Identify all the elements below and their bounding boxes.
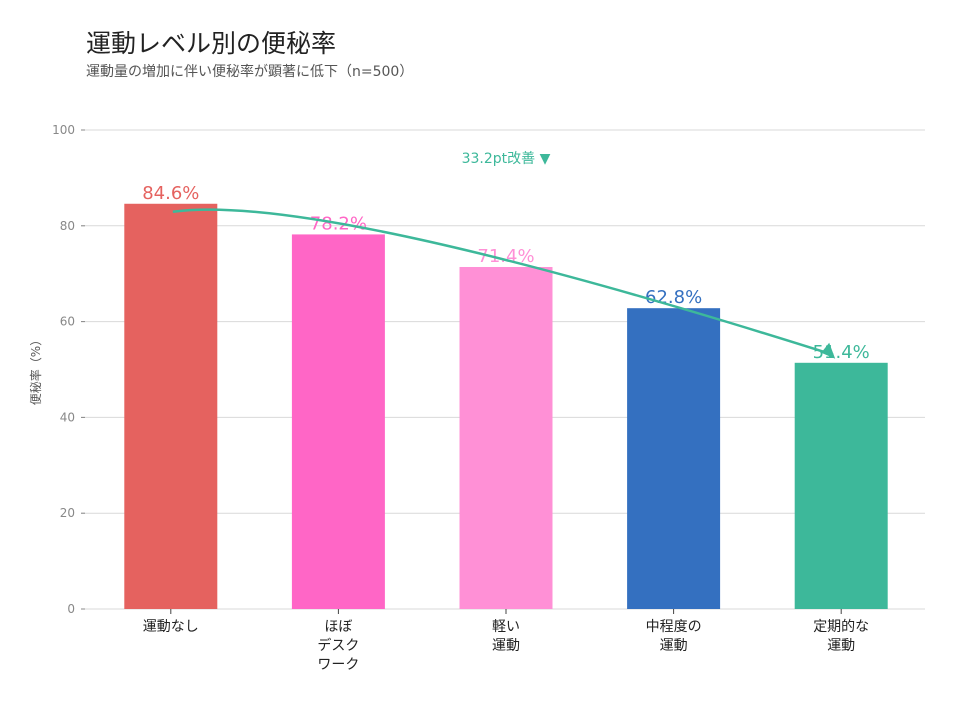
x-tick-label: 運動 (827, 638, 855, 654)
y-tick-label: 60 (60, 315, 75, 329)
x-tick-label: 運動 (492, 638, 520, 654)
data-label: 71.4% (477, 246, 534, 267)
x-tick-label: 軽い (492, 619, 520, 635)
chart-subtitle: 運動量の増加に伴い便秘率が顕著に低下（n=500） (86, 64, 414, 80)
x-tick-label: 中程度の (646, 619, 702, 635)
x-tick-label: デスク (317, 637, 359, 654)
data-label: 84.6% (142, 183, 199, 204)
x-tick-label: 定期的な (813, 619, 869, 635)
chart-title: 運動レベル別の便秘率 (86, 29, 337, 58)
x-tick-label: 運動なし (143, 619, 199, 635)
x-tick-label: ワーク (317, 657, 359, 673)
trend-arrow (172, 208, 834, 356)
y-axis-label: 便秘率（%） (28, 334, 43, 405)
y-tick-label: 40 (60, 410, 75, 424)
x-tick-label: 運動 (660, 638, 688, 654)
y-tick-label: 80 (60, 219, 75, 233)
bar (627, 308, 721, 609)
bar (459, 266, 553, 609)
arrowhead-icon (821, 342, 836, 359)
bar (794, 362, 888, 609)
y-tick-label: 100 (52, 123, 75, 137)
x-tick-label: ほぼ (324, 619, 352, 635)
bar (291, 234, 385, 609)
y-tick-label: 20 (60, 506, 75, 520)
bar (124, 203, 218, 610)
y-tick-label: 0 (67, 602, 75, 616)
annotation-label: 33.2pt改善 ▼ (462, 151, 551, 167)
